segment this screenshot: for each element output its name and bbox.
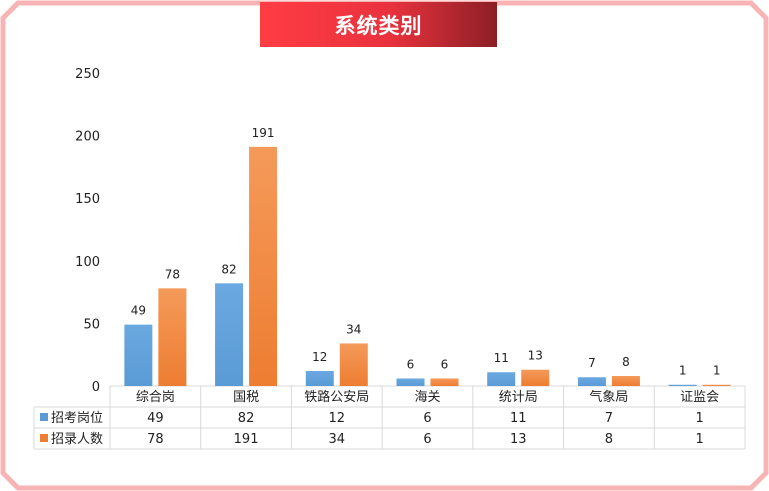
data-label: 8 [622, 355, 630, 369]
bar-招考岗位 [396, 378, 425, 386]
data-label: 12 [312, 350, 327, 364]
bar-招考岗位 [487, 372, 516, 386]
bar-招录人数 [339, 343, 368, 386]
data-label: 49 [131, 304, 146, 318]
table-cell: 6 [423, 432, 431, 447]
y-tick-label: 0 [92, 380, 100, 395]
series-label: 招录人数 [51, 432, 103, 447]
category-label: 综合岗 [136, 390, 175, 405]
bar-招考岗位 [577, 377, 606, 386]
data-label: 1 [713, 364, 721, 378]
data-label: 13 [528, 349, 543, 363]
category-label: 证监会 [680, 390, 719, 405]
y-tick-label: 50 [83, 317, 100, 332]
bar-招录人数 [158, 288, 187, 386]
bar-招录人数 [611, 375, 640, 386]
data-label: 11 [494, 351, 509, 365]
bar-招录人数 [249, 146, 278, 386]
table-cell: 49 [147, 411, 164, 426]
title-banner: 系统类别 [260, 2, 497, 47]
bar-招考岗位 [124, 324, 153, 386]
category-label: 气象局 [589, 389, 628, 405]
table-cell: 11 [510, 411, 527, 426]
table-cell: 1 [696, 411, 704, 426]
table-cell: 8 [605, 432, 613, 447]
category-label: 铁路公安局 [304, 389, 369, 405]
category-label: 国税 [233, 390, 259, 405]
bar-招录人数 [521, 369, 550, 386]
bar-招录人数 [430, 378, 459, 386]
table-cell: 34 [329, 432, 346, 447]
bar-招考岗位 [668, 384, 697, 386]
table-cell: 82 [238, 411, 255, 426]
data-label: 6 [441, 357, 449, 371]
legend-key-招录人数 [40, 434, 48, 442]
bar-招录人数 [702, 384, 731, 386]
chart-title: 系统类别 [334, 13, 423, 38]
data-label: 191 [252, 126, 275, 140]
data-label: 82 [221, 262, 236, 276]
legend-key-招考岗位 [40, 413, 48, 421]
series-label: 招考岗位 [51, 411, 103, 426]
table-cell: 6 [423, 411, 431, 426]
y-tick-label: 200 [75, 130, 100, 145]
category-label: 海关 [414, 390, 440, 405]
data-label: 7 [588, 356, 596, 370]
table-cell: 12 [329, 411, 346, 426]
y-tick-label: 250 [75, 67, 100, 82]
y-tick-label: 150 [75, 192, 100, 207]
table-cell: 7 [605, 411, 613, 426]
category-label: 统计局 [499, 390, 538, 405]
y-tick-label: 100 [75, 255, 100, 270]
table-cell: 78 [147, 432, 164, 447]
table-cell: 1 [696, 432, 704, 447]
bar-招考岗位 [215, 283, 244, 386]
bar-招考岗位 [305, 370, 334, 386]
data-label: 6 [407, 357, 415, 371]
table-cell: 13 [510, 432, 527, 447]
data-label: 34 [346, 322, 361, 336]
data-label: 78 [165, 267, 180, 281]
table-cell: 191 [234, 432, 259, 447]
data-label: 1 [679, 364, 687, 378]
